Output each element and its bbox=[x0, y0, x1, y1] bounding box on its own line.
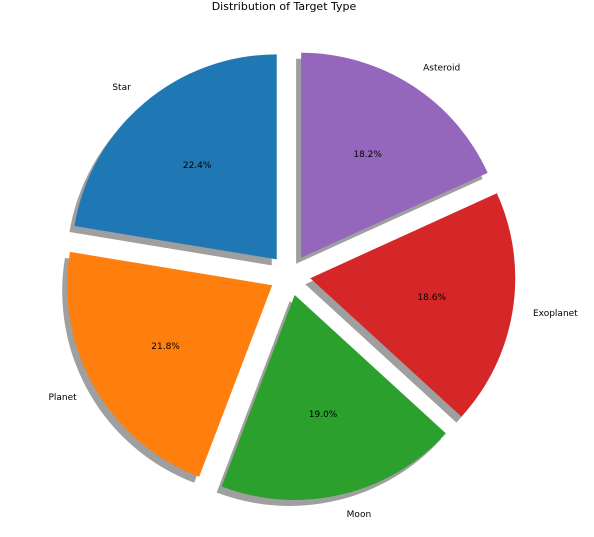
slice-moon bbox=[221, 294, 446, 500]
slice-label-star: Star bbox=[112, 83, 131, 93]
slice-star bbox=[74, 54, 277, 260]
slice-labels: Star Planet Moon Exoplanet Asteroid bbox=[48, 64, 578, 520]
slice-exoplanet bbox=[310, 193, 516, 417]
percent-label-planet: 21.8% bbox=[151, 342, 180, 352]
slice-label-exoplanet: Exoplanet bbox=[533, 309, 578, 319]
percent-label-moon: 19.0% bbox=[309, 410, 338, 420]
slice-asteroid bbox=[301, 52, 488, 258]
percent-label-exoplanet: 18.6% bbox=[417, 293, 446, 303]
pie-slices bbox=[67, 52, 516, 500]
slice-label-asteroid: Asteroid bbox=[423, 64, 460, 74]
slice-planet bbox=[67, 251, 273, 477]
percent-labels: 22.4% 21.8% 19.0% 18.6% 18.2% bbox=[151, 150, 446, 420]
slice-label-planet: Planet bbox=[48, 393, 77, 403]
slice-label-moon: Moon bbox=[347, 510, 371, 520]
chart-title: Distribution of Target Type bbox=[212, 0, 357, 13]
percent-label-star: 22.4% bbox=[183, 161, 212, 171]
percent-label-asteroid: 18.2% bbox=[353, 150, 382, 160]
